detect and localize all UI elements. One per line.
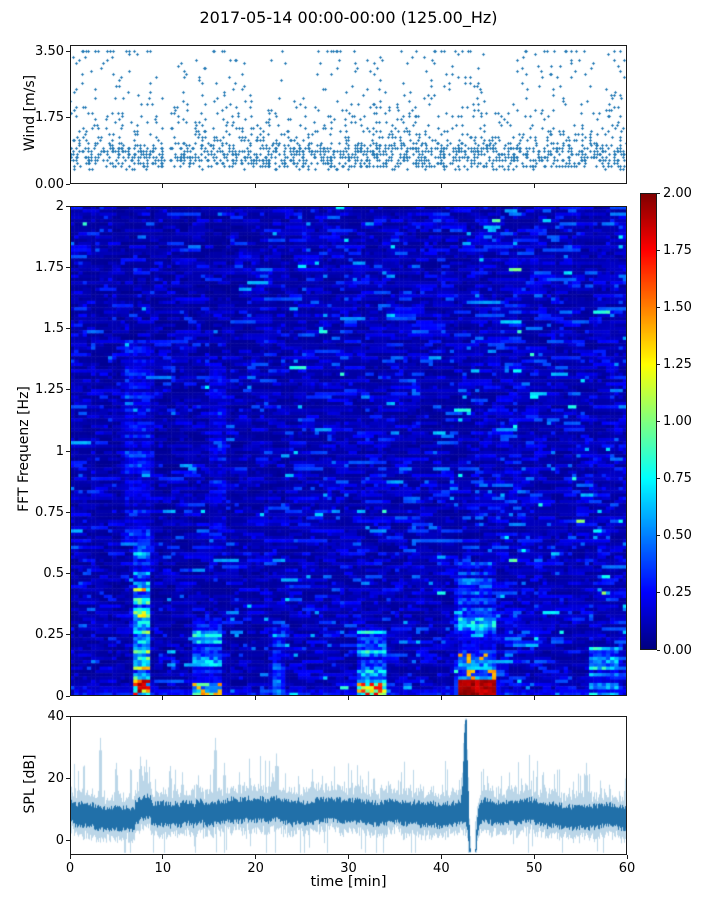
tick-label: 0.5 bbox=[43, 566, 64, 581]
tick-mark bbox=[66, 634, 70, 636]
tick-mark bbox=[657, 363, 660, 365]
tick-label: 2.00 bbox=[663, 185, 692, 201]
tick-mark bbox=[162, 184, 164, 188]
tick-mark bbox=[533, 855, 535, 859]
tick-label: 20 bbox=[47, 770, 64, 786]
tick-mark bbox=[255, 855, 257, 859]
tick-label: 0.75 bbox=[35, 504, 64, 520]
tick-label: 1 bbox=[55, 443, 64, 459]
tick-label: 10 bbox=[154, 861, 172, 876]
tick-label: 1.75 bbox=[35, 259, 64, 275]
tick-label: 60 bbox=[618, 861, 636, 876]
tick-label: 0.75 bbox=[663, 471, 692, 487]
tick-label: 0 bbox=[55, 688, 64, 704]
tick-mark bbox=[440, 855, 442, 859]
tick-mark bbox=[162, 696, 164, 700]
tick-label: 1.00 bbox=[663, 414, 692, 429]
tick-label: 1.75 bbox=[35, 110, 64, 126]
tick-mark bbox=[66, 840, 70, 842]
tick-mark bbox=[66, 117, 70, 119]
tick-mark bbox=[255, 696, 257, 700]
tick-label: 1.75 bbox=[663, 242, 692, 258]
tick-label: 40 bbox=[433, 861, 450, 876]
tick-label: 1.5 bbox=[43, 321, 64, 336]
tick-mark bbox=[348, 855, 349, 859]
tick-mark bbox=[66, 511, 70, 513]
tick-mark bbox=[66, 50, 70, 52]
tick-label: 1.25 bbox=[35, 382, 64, 398]
tick-label: 0.25 bbox=[663, 585, 692, 601]
tick-mark bbox=[348, 184, 349, 188]
tick-label: 0.00 bbox=[663, 642, 692, 658]
tick-label: 3.50 bbox=[35, 43, 64, 59]
tick-label: 0 bbox=[65, 861, 75, 876]
tick-label: 1.50 bbox=[663, 299, 692, 315]
tick-mark bbox=[66, 777, 70, 779]
fft-spectrogram-plot bbox=[70, 206, 627, 696]
tick-label: 20 bbox=[247, 861, 264, 876]
tick-label: 30 bbox=[340, 861, 357, 876]
tick-mark bbox=[657, 192, 660, 194]
tick-mark bbox=[657, 649, 660, 651]
tick-mark bbox=[255, 184, 257, 188]
tick-mark bbox=[657, 478, 660, 480]
tick-label: 0.50 bbox=[663, 528, 692, 544]
tick-mark bbox=[66, 573, 70, 574]
tick-label: 2 bbox=[55, 198, 64, 214]
spl-line-plot bbox=[70, 716, 627, 855]
tick-mark bbox=[162, 855, 164, 859]
tick-label: 40 bbox=[47, 708, 64, 724]
tick-mark bbox=[66, 266, 70, 268]
tick-label: 0.00 bbox=[35, 176, 64, 192]
tick-label: 0.25 bbox=[35, 627, 64, 643]
tick-mark bbox=[66, 450, 70, 452]
tick-mark bbox=[533, 696, 535, 700]
tick-mark bbox=[348, 696, 349, 700]
tick-label: 0 bbox=[55, 833, 64, 849]
wind-scatter-plot bbox=[70, 45, 627, 184]
colorbar bbox=[640, 193, 657, 650]
tick-mark bbox=[657, 592, 660, 594]
tick-mark bbox=[440, 184, 442, 188]
tick-label: 1.25 bbox=[663, 356, 692, 372]
tick-mark bbox=[66, 695, 70, 697]
tick-mark bbox=[657, 306, 660, 308]
tick-mark bbox=[626, 855, 628, 859]
tick-mark bbox=[66, 328, 70, 329]
tick-mark bbox=[66, 205, 70, 207]
tick-label: 50 bbox=[525, 861, 543, 876]
x-axis-label: time [min] bbox=[310, 874, 387, 890]
tick-mark bbox=[533, 184, 535, 188]
tick-mark bbox=[657, 421, 660, 422]
tick-mark bbox=[69, 855, 71, 859]
chart-title: 2017-05-14 00:00-00:00 (125.00_Hz) bbox=[199, 8, 498, 27]
tick-mark bbox=[657, 535, 660, 537]
tick-mark bbox=[66, 715, 70, 717]
tick-mark bbox=[66, 389, 70, 391]
tick-mark bbox=[66, 183, 70, 185]
tick-mark bbox=[657, 249, 660, 251]
tick-mark bbox=[440, 696, 442, 700]
